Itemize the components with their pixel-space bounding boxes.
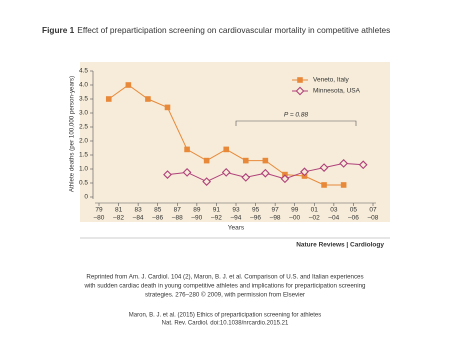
x-tick-label: –90 (191, 215, 202, 222)
point (163, 170, 172, 179)
y-tick-label: 2.0 (79, 138, 88, 145)
x-tick-label: –06 (348, 215, 359, 222)
legend-label: Minnesota, USA (313, 88, 361, 95)
x-tick-label: –92 (211, 215, 222, 222)
x-tick-label: –98 (270, 215, 281, 222)
x-tick-label: 91 (213, 207, 221, 214)
x-tick-label: 01 (311, 207, 319, 214)
source: Nature Reviews | Cardiology (296, 242, 384, 249)
bracket (235, 120, 357, 126)
point (105, 96, 112, 102)
point (242, 157, 249, 164)
point (202, 177, 212, 186)
x-tick-label: –88 (172, 215, 183, 222)
x-axis-label: Years (228, 225, 245, 232)
point (319, 163, 329, 172)
point (339, 159, 349, 168)
y-tick-label: 2.5 (79, 124, 88, 131)
figure-title: Effect of preparticipation screening on … (77, 25, 390, 35)
citation-line: Nat. Rev. Cardiol. doi:10.1038/nrcardio.… (162, 321, 289, 327)
x-tick-label: –08 (368, 215, 379, 222)
y-tick-label: 3.5 (79, 96, 88, 103)
caption: Reprinted from Am. J. Cardiol. 104 (2), … (83, 274, 366, 299)
x-tick-label: 95 (252, 207, 260, 214)
x-tick-label: –80 (94, 215, 105, 222)
point (321, 182, 327, 188)
point (182, 167, 192, 177)
y-tick-label: 0.5 (79, 180, 88, 187)
y-tick-label: 4.5 (79, 68, 88, 75)
y-tick-label: 1.5 (79, 152, 88, 159)
x-tick-label: 03 (330, 207, 338, 214)
legend-marker (297, 77, 303, 83)
annotation: P = 0.88 (284, 112, 309, 119)
x-tick-label: 07 (369, 207, 377, 214)
x-tick-label: 87 (174, 207, 182, 214)
y-tick-label: 3.0 (79, 110, 88, 117)
citation: Maron, B. J. et al. (2015) Ethics of pre… (129, 313, 321, 327)
x-tick-label: –84 (133, 215, 144, 222)
x-tick-label: 79 (95, 207, 103, 214)
point (223, 146, 230, 153)
x-tick-label: –94 (231, 215, 242, 222)
x-tick-label: 05 (350, 207, 358, 214)
x-tick-label: 97 (272, 207, 280, 214)
figure-label: Figure 1 (42, 25, 75, 35)
point (241, 173, 251, 182)
x-tick-label: –00 (289, 215, 300, 222)
point (221, 167, 231, 177)
point (358, 160, 368, 170)
point (164, 104, 171, 111)
legend-label: Veneto, Italy (313, 77, 350, 84)
x-tick-label: –02 (309, 215, 320, 222)
citation-line: Maron, B. J. et al. (2015) Ethics of pre… (129, 313, 321, 319)
x-tick-label: –82 (113, 215, 124, 222)
y-tick-label: 4.0 (79, 82, 88, 89)
title: Figure 1 Effect of preparticipation scree… (42, 25, 390, 35)
x-tick-label: 89 (193, 207, 201, 214)
x-tick-label: –86 (152, 215, 163, 222)
caption-line: Reprinted from Am. J. Cardiol. 104 (2), … (86, 274, 363, 281)
x-tick-label: 83 (135, 207, 143, 214)
point (340, 182, 347, 188)
point (145, 96, 151, 102)
point (300, 167, 309, 177)
caption-line: with sudden cardiac death in young compe… (83, 283, 366, 290)
point (203, 157, 210, 164)
point (125, 82, 132, 88)
x-tick-label: 99 (291, 207, 299, 214)
legend-marker (295, 86, 305, 96)
y-tick-label: 1.0 (79, 166, 88, 173)
point (184, 146, 190, 153)
y-tick-label: 0 (84, 194, 88, 201)
point (280, 174, 290, 184)
x-tick-label: 81 (115, 207, 123, 214)
x-tick-label: 85 (154, 207, 162, 214)
x-tick-label: 93 (232, 207, 240, 214)
point (260, 168, 270, 178)
panel-bg (80, 62, 390, 222)
y-axis-label: Athlete deaths (per 100,000 person-years… (69, 76, 76, 192)
caption-line: strategies. 276–280 © 2009, with permiss… (145, 292, 305, 299)
x-tick-label: –96 (250, 215, 261, 222)
point (262, 157, 269, 164)
x-tick-label: –04 (328, 215, 339, 222)
